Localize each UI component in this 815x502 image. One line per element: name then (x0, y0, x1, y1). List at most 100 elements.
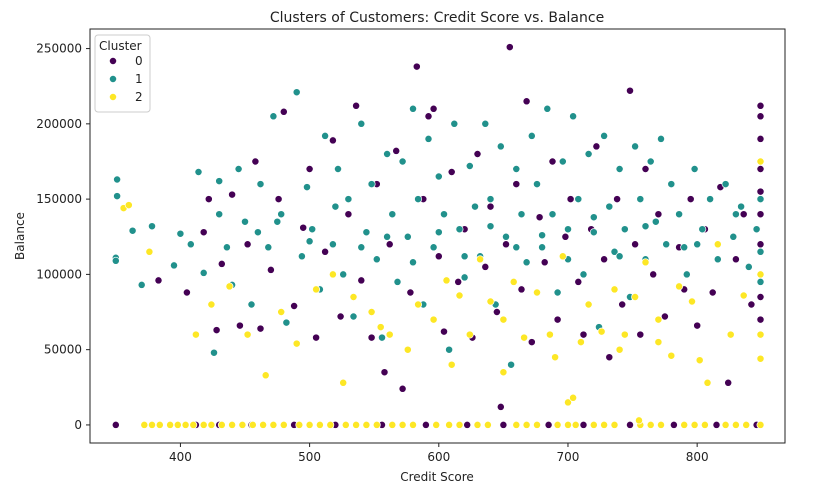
point-cluster-0 (463, 420, 472, 429)
point-cluster-1 (675, 210, 684, 219)
point-cluster-2 (589, 420, 598, 429)
point-cluster-1 (646, 157, 655, 166)
point-cluster-1 (548, 210, 557, 219)
point-cluster-2 (442, 276, 451, 285)
point-cluster-0 (235, 321, 244, 330)
point-cluster-2 (739, 291, 748, 300)
point-cluster-2 (756, 157, 765, 166)
point-cluster-0 (649, 270, 658, 279)
point-cluster-2 (228, 420, 237, 429)
point-cluster-2 (432, 420, 441, 429)
point-cluster-2 (657, 420, 665, 429)
point-cluster-2 (713, 240, 722, 249)
point-cluster-2 (362, 420, 371, 429)
point-cluster-0 (540, 258, 549, 267)
point-cluster-1 (564, 225, 572, 234)
point-cluster-2 (191, 330, 200, 339)
point-cluster-0 (756, 210, 765, 219)
point-cluster-2 (155, 420, 164, 429)
point-cluster-0 (367, 333, 376, 342)
point-cluster-1 (269, 112, 278, 121)
point-cluster-1 (113, 175, 122, 184)
point-cluster-1 (589, 228, 598, 237)
point-cluster-2 (305, 420, 314, 429)
point-cluster-2 (695, 356, 704, 365)
point-cluster-1 (409, 104, 417, 113)
point-cluster-1 (362, 228, 371, 237)
point-cluster-2 (248, 420, 257, 429)
point-cluster-2 (398, 420, 407, 429)
point-cluster-1 (282, 318, 291, 327)
point-cluster-2 (295, 420, 304, 429)
point-cluster-0 (243, 240, 252, 249)
legend-label-1: 1 (135, 72, 143, 86)
point-cluster-1 (651, 217, 660, 226)
point-cluster-0 (398, 384, 407, 393)
point-cluster-0 (756, 240, 765, 249)
point-cluster-1 (247, 300, 256, 309)
point-cluster-0 (496, 402, 505, 411)
point-cluster-0 (321, 247, 330, 256)
point-cluster-0 (328, 136, 337, 145)
point-cluster-0 (756, 315, 765, 324)
point-cluster-0 (429, 104, 438, 113)
point-cluster-0 (579, 330, 588, 339)
point-cluster-0 (424, 112, 433, 121)
y-tick-label: 100000 (36, 267, 82, 281)
legend-marker-1 (109, 75, 117, 83)
point-cluster-0 (574, 277, 583, 286)
legend-marker-0 (109, 57, 117, 65)
point-cluster-1 (256, 180, 265, 189)
point-cluster-1 (440, 210, 448, 219)
point-cluster-2 (667, 351, 676, 360)
point-cluster-1 (538, 231, 547, 240)
point-cluster-2 (756, 420, 765, 429)
point-cluster-2 (680, 420, 689, 429)
point-cluster-2 (726, 330, 735, 339)
point-cluster-0 (756, 187, 765, 196)
y-axis: 0 50000 100000 150000 200000 250000 (36, 42, 90, 432)
point-cluster-0 (421, 420, 430, 429)
point-cluster-0 (217, 259, 226, 268)
point-cluster-2 (742, 420, 751, 429)
point-cluster-2 (551, 353, 560, 362)
point-cluster-0 (613, 195, 622, 204)
point-cluster-0 (473, 150, 482, 158)
point-cluster-1 (460, 252, 469, 261)
point-cluster-1 (538, 243, 547, 252)
point-cluster-1 (579, 270, 588, 279)
point-cluster-0 (299, 223, 308, 232)
point-cluster-0 (434, 252, 443, 261)
point-cluster-1 (460, 273, 469, 282)
point-cluster-2 (476, 255, 485, 264)
chart-title: Clusters of Customers: Credit Score vs. … (270, 10, 604, 26)
point-cluster-0 (502, 240, 510, 249)
point-cluster-0 (454, 277, 463, 286)
point-cluster-0 (499, 420, 508, 429)
point-cluster-2 (512, 420, 521, 429)
point-cluster-0 (631, 240, 640, 249)
point-cluster-1 (199, 268, 208, 277)
point-cluster-0 (756, 101, 765, 110)
point-cluster-1 (558, 157, 567, 166)
point-cluster-2 (688, 297, 696, 306)
point-cluster-1 (752, 225, 761, 234)
point-cluster-1 (680, 243, 689, 252)
point-cluster-0 (447, 168, 456, 176)
point-cluster-2 (700, 420, 709, 429)
point-cluster-1 (731, 210, 740, 219)
point-cluster-2 (558, 252, 567, 261)
point-cluster-0 (756, 293, 765, 301)
point-cluster-0 (357, 276, 366, 285)
point-cluster-1 (486, 195, 495, 204)
point-cluster-0 (380, 368, 389, 377)
point-cluster-1 (589, 213, 598, 222)
y-tick-label: 250000 (36, 42, 82, 56)
point-cluster-0 (517, 285, 526, 294)
point-cluster-2 (292, 339, 301, 348)
point-cluster-1 (194, 168, 203, 176)
legend-box (94, 34, 151, 113)
point-cluster-2 (635, 416, 643, 425)
point-cluster-1 (414, 195, 423, 204)
point-cluster-1 (215, 210, 224, 219)
